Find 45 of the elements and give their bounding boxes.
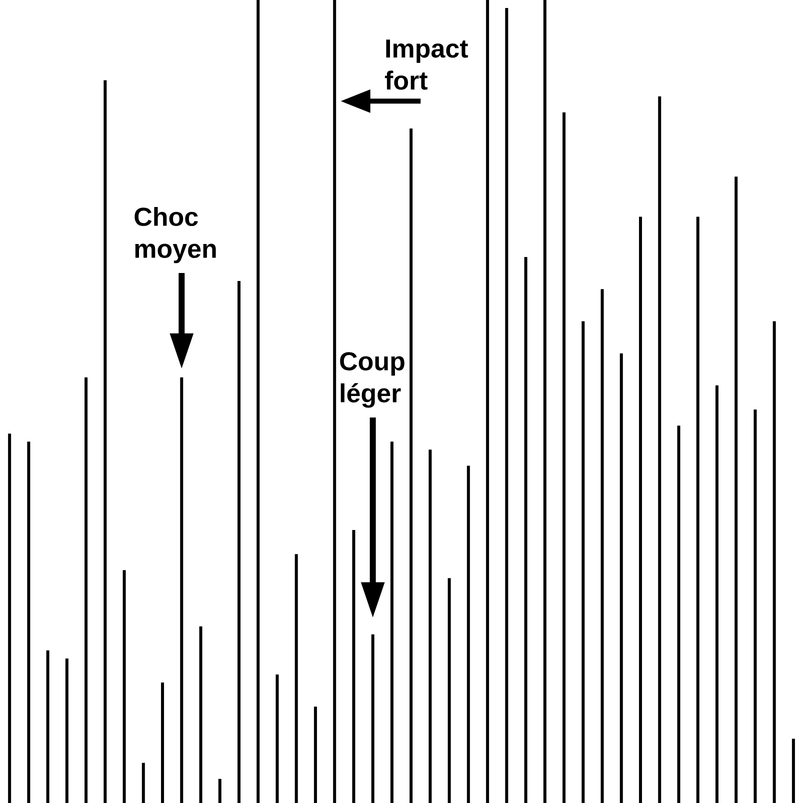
- bar: [772, 321, 776, 803]
- bar: [428, 450, 432, 803]
- bar: [65, 658, 68, 803]
- bar: [180, 377, 184, 803]
- bar: [352, 530, 356, 803]
- annotation: Coup léger: [340, 352, 404, 408]
- bar: [199, 626, 202, 803]
- bar: [256, 0, 260, 803]
- bar: [486, 0, 490, 803]
- bar: [638, 216, 642, 803]
- bar: [314, 706, 317, 803]
- bar: [294, 554, 298, 803]
- bar: [84, 377, 88, 803]
- bar: [218, 778, 222, 803]
- bar: [600, 289, 604, 803]
- bar: [46, 650, 50, 803]
- bar: [104, 80, 107, 803]
- bar: [505, 8, 508, 803]
- bar: [658, 96, 662, 803]
- bar: [715, 385, 718, 803]
- annotation: Impact fort: [384, 40, 468, 90]
- bar: [754, 410, 757, 803]
- bar: [237, 281, 240, 803]
- bar: [27, 442, 30, 803]
- bar: [161, 682, 164, 803]
- bar: [543, 0, 546, 803]
- bar: [734, 176, 738, 803]
- bar: [696, 216, 700, 803]
- annotation: Choc moyen: [134, 206, 216, 264]
- bar: [122, 570, 126, 803]
- bar: [8, 434, 12, 803]
- bar: [562, 112, 566, 803]
- bar: [410, 128, 413, 803]
- bar: [371, 634, 374, 803]
- bar: [466, 466, 470, 803]
- bar: [448, 578, 451, 803]
- bar: [524, 256, 528, 803]
- bar: [620, 353, 623, 803]
- bar: [582, 321, 585, 803]
- bar: [333, 0, 336, 803]
- bar: [390, 442, 394, 803]
- bar: [677, 426, 680, 803]
- bar: [142, 762, 145, 803]
- bar: [792, 738, 795, 803]
- bar: [276, 674, 279, 803]
